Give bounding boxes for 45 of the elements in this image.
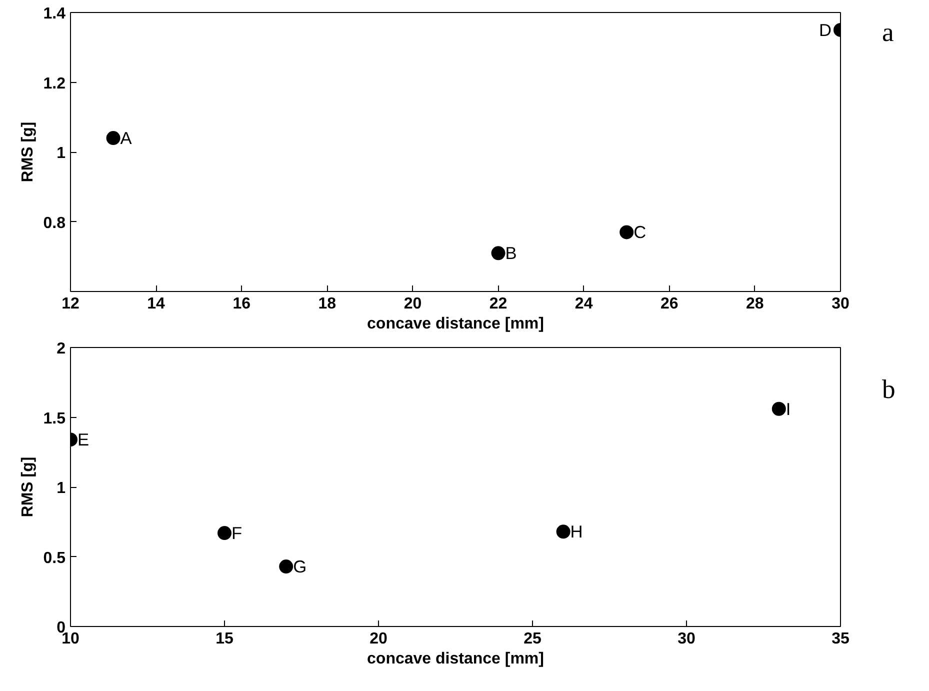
x-tick-label: 35 <box>832 630 850 648</box>
y-tick-label: 1.4 <box>43 6 66 22</box>
y-axis-title: RMS [g] <box>19 122 36 182</box>
point <box>620 225 634 240</box>
annotation: D <box>818 20 832 40</box>
annotation: A <box>120 128 132 148</box>
y-tick-label: 1 <box>56 145 66 162</box>
y-axis-title: RMS [g] <box>19 456 36 518</box>
x-tick-label: 24 <box>574 296 593 312</box>
annotation: E <box>78 430 90 450</box>
annotation: C <box>634 222 646 242</box>
x-tick-label: 20 <box>370 630 388 648</box>
point <box>279 560 294 574</box>
annotation: B <box>505 243 517 264</box>
x-tick-label: 28 <box>746 296 764 312</box>
annotation: F <box>232 523 242 544</box>
y-tick-label: 1.5 <box>43 410 66 428</box>
x-tick-label: 20 <box>404 296 422 312</box>
y-tick-label: 1 <box>56 480 66 497</box>
x-tick-label: 26 <box>660 296 678 312</box>
x-tick-label: 22 <box>489 296 508 312</box>
text: b <box>882 373 896 406</box>
annotation: G <box>293 556 307 577</box>
x-axis-title: concave distance [mm] <box>367 316 544 332</box>
x-tick-label: 15 <box>216 630 234 648</box>
x-tick-label: 18 <box>318 296 336 312</box>
y-tick-label: 1.2 <box>43 75 66 92</box>
x-tick-label: 12 <box>62 296 80 312</box>
x-tick-label: 16 <box>232 296 251 312</box>
annotation: H <box>570 522 583 542</box>
text: a <box>882 16 894 49</box>
point <box>772 402 786 416</box>
x-tick-label: 30 <box>832 296 850 312</box>
x-axis-title: concave distance [mm] <box>367 650 544 668</box>
y-tick-label: 0.5 <box>43 550 66 567</box>
point <box>218 526 232 540</box>
point <box>491 246 506 260</box>
y-tick-label: 0.8 <box>43 214 66 232</box>
point <box>556 524 570 539</box>
point <box>106 131 120 146</box>
x-tick-label: 30 <box>678 630 696 648</box>
x-tick-label: 14 <box>147 296 166 312</box>
annotation: I <box>786 398 791 419</box>
x-tick-label: 25 <box>524 630 542 648</box>
y-tick-label: 2 <box>56 340 66 358</box>
